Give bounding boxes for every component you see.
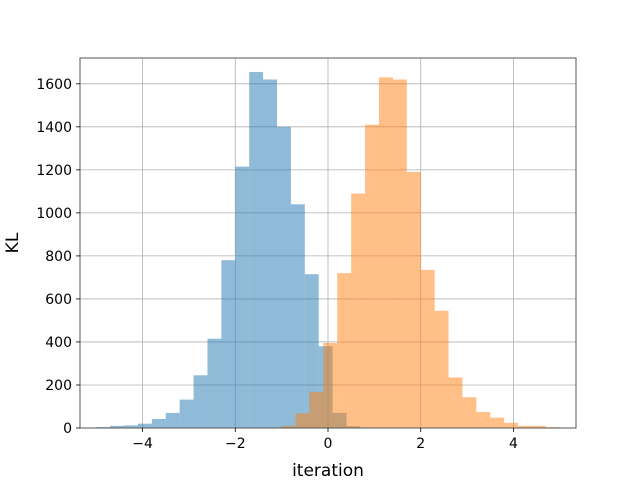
- histogram-bar: [281, 425, 296, 428]
- histogram-bar: [518, 425, 532, 428]
- histogram-bar: [476, 412, 491, 428]
- y-tick-label: 1600: [36, 77, 72, 93]
- axis-ticks: −4 −2 0 2 4 0 200 400 600 800 1000 1200 1400 1600: [36, 77, 518, 452]
- y-tick-label: 400: [45, 335, 72, 351]
- histogram-bar: [406, 172, 421, 428]
- histogram-bar: [249, 71, 264, 429]
- histogram-bar: [295, 413, 310, 428]
- x-axis-label: iteration: [292, 461, 364, 480]
- x-tick-label: −4: [132, 436, 153, 452]
- histogram-bar: [365, 124, 379, 429]
- y-tick-label: 600: [45, 292, 72, 308]
- y-tick-label: 1200: [36, 163, 72, 179]
- histogram-bar: [392, 79, 407, 428]
- histogram-bar: [504, 422, 519, 428]
- histogram-bar: [309, 391, 324, 428]
- histogram-bar: [193, 375, 208, 428]
- histogram-bar: [165, 412, 180, 428]
- histogram-bar: [531, 425, 546, 428]
- histogram-bar: [179, 399, 194, 428]
- histogram-bar: [290, 204, 305, 428]
- histogram-bar: [434, 310, 449, 428]
- histogram-bar: [490, 417, 505, 428]
- histogram-bar: [448, 377, 463, 428]
- histogram-bar: [124, 425, 138, 428]
- y-tick-label: 1000: [36, 206, 72, 222]
- histogram-bar: [110, 425, 125, 428]
- x-tick-label: 4: [509, 436, 518, 452]
- y-tick-label: 1400: [36, 120, 72, 136]
- grid-lines: [80, 58, 576, 429]
- y-axis-label: KL: [3, 232, 23, 253]
- histogram-bar: [263, 79, 278, 428]
- histogram-bar: [378, 77, 393, 428]
- histogram-bar: [337, 273, 352, 428]
- y-tick-label: 0: [63, 421, 72, 437]
- histogram-bar: [323, 343, 338, 428]
- histogram-bar: [151, 418, 166, 428]
- y-tick-label: 800: [45, 249, 72, 265]
- histogram-bar: [420, 269, 435, 428]
- histogram-bar: [277, 126, 291, 428]
- histogram-bar: [304, 274, 319, 428]
- x-tick-label: −2: [225, 436, 246, 452]
- histogram-bar: [351, 193, 366, 428]
- x-tick-label: 0: [324, 436, 333, 452]
- histogram-bar: [462, 397, 477, 428]
- histogram-bar: [235, 166, 250, 428]
- y-tick-label: 200: [45, 378, 72, 394]
- histogram-bar: [207, 338, 222, 428]
- x-tick-label: 2: [416, 436, 425, 452]
- histogram-bars: [96, 71, 560, 429]
- histogram-bar: [137, 423, 152, 428]
- histogram-bar: [221, 260, 236, 428]
